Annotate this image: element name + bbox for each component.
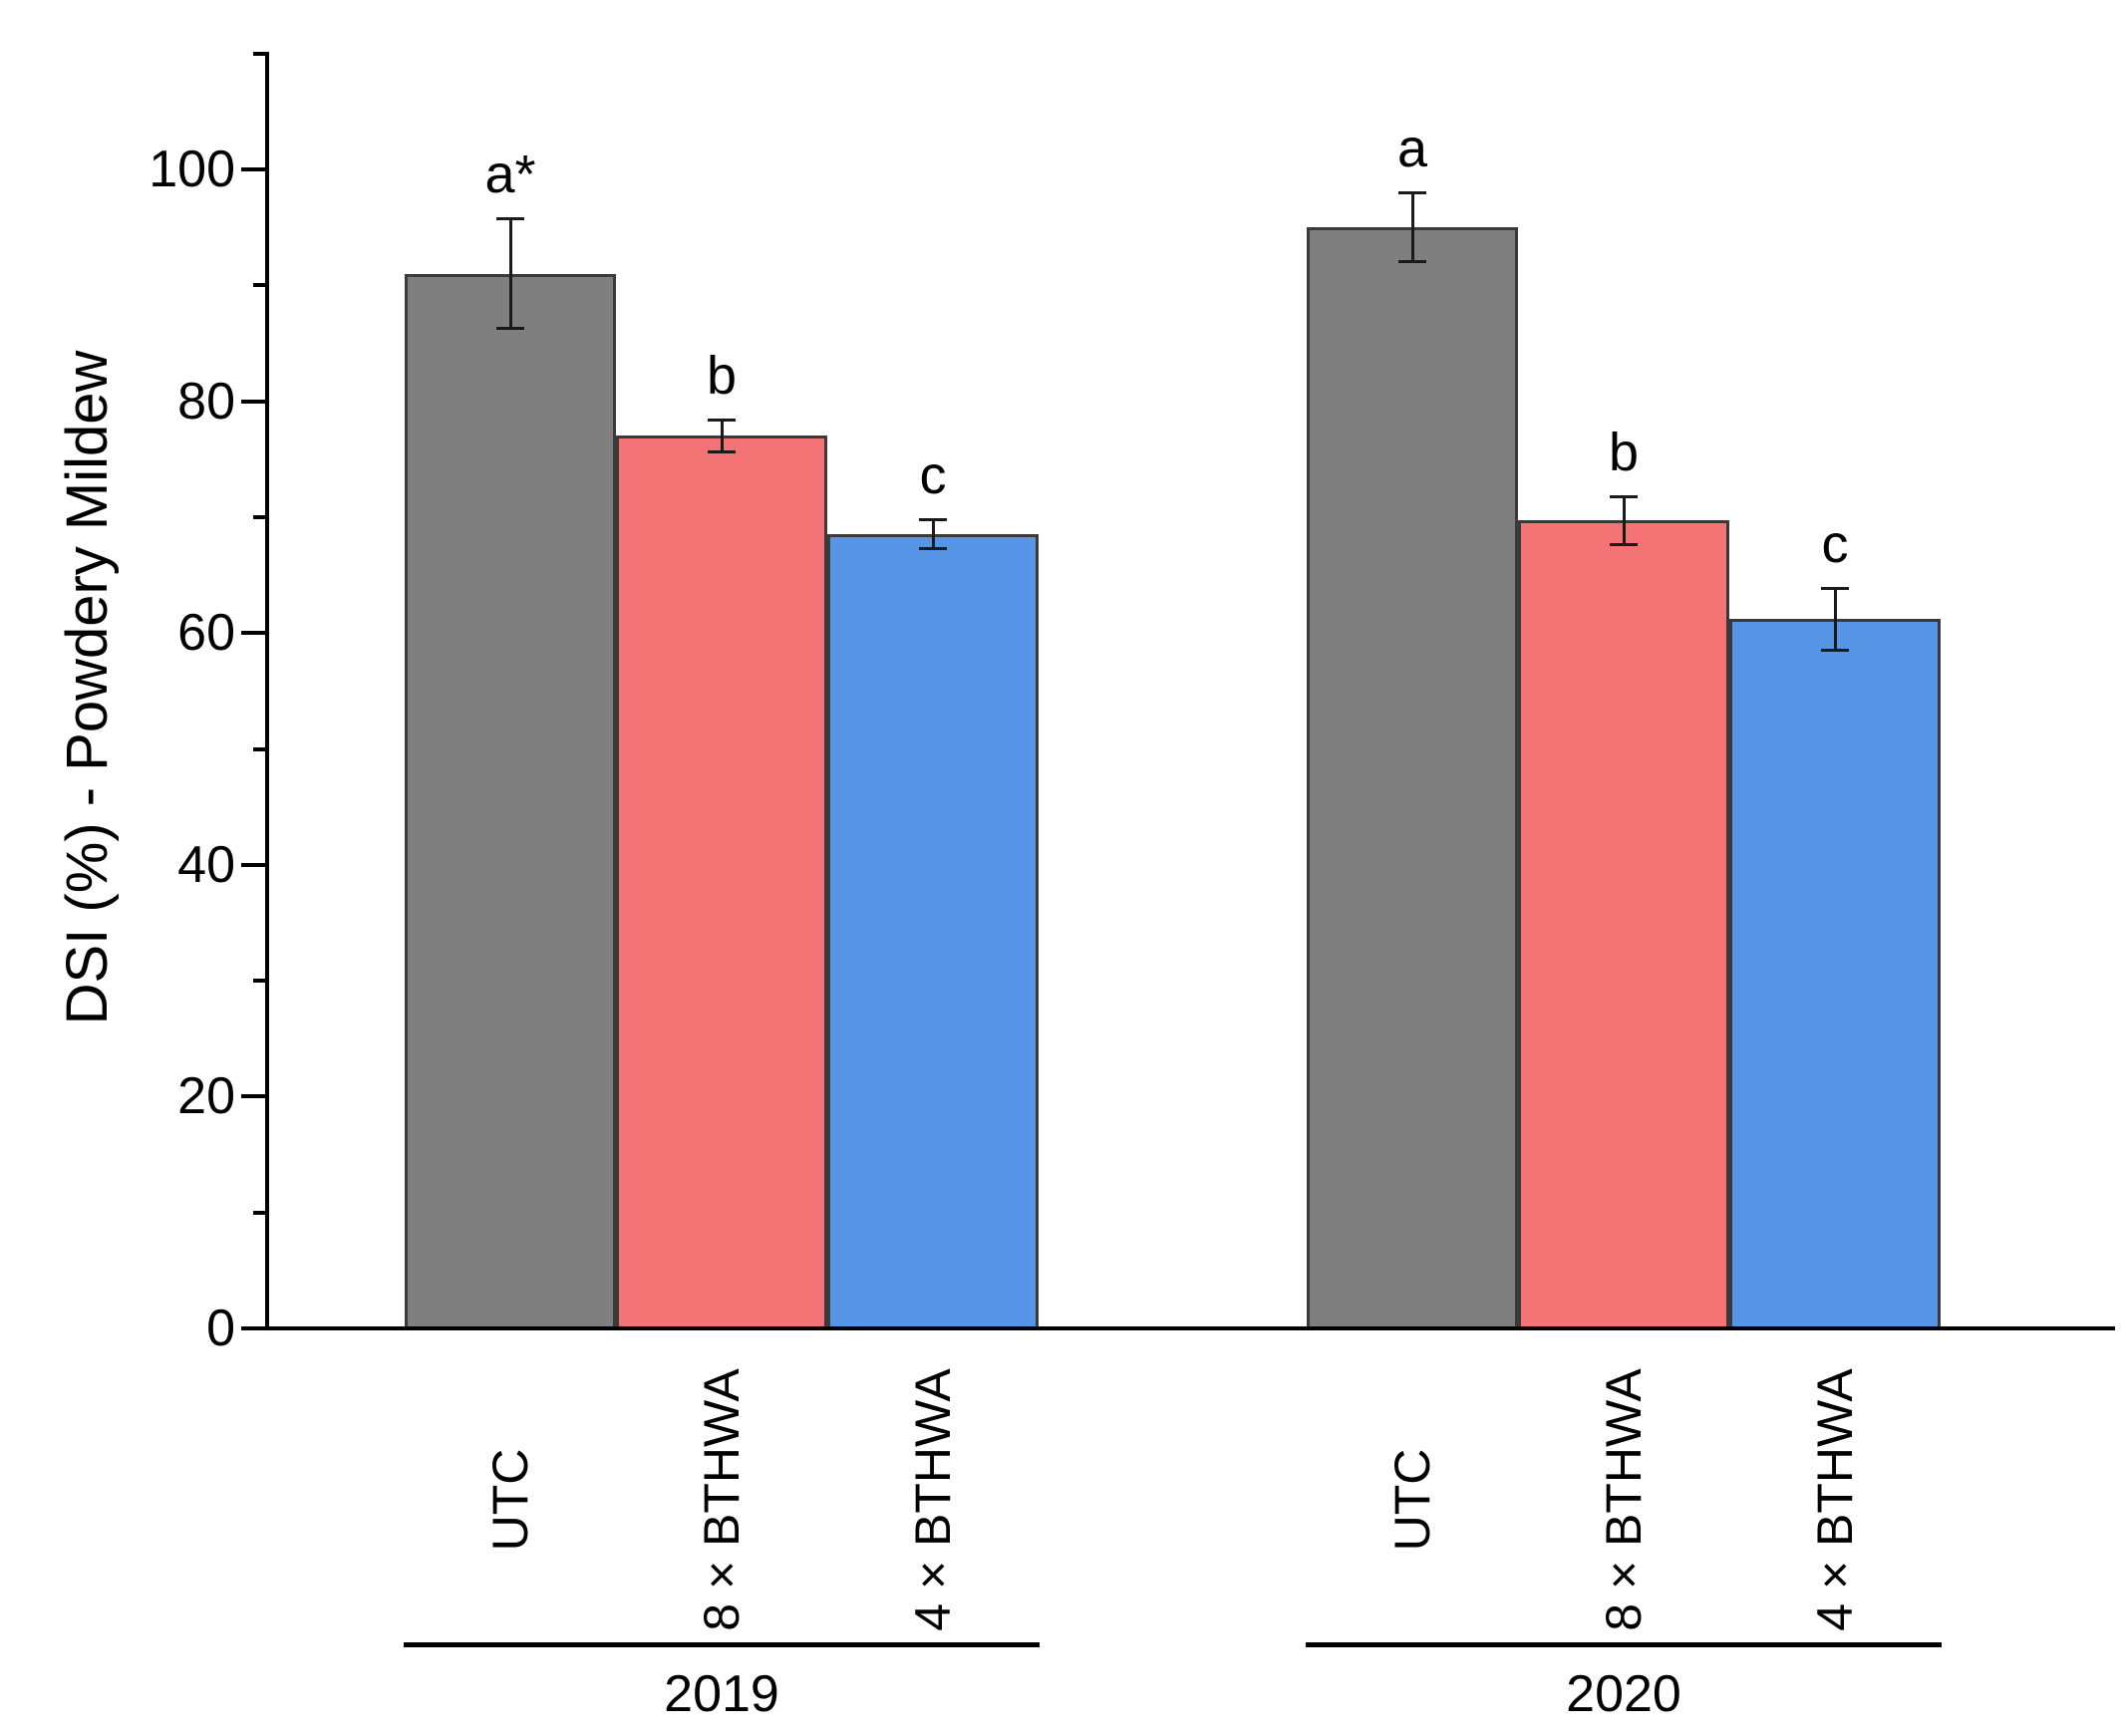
- bar-2020-4 × BTHWA: [1729, 619, 1941, 1330]
- bar-2020-UTC: [1307, 227, 1518, 1330]
- y-axis-line: [265, 52, 269, 1330]
- error-bar-line: [1410, 192, 1414, 263]
- y-axis-tick-label: 0: [206, 1300, 235, 1357]
- bar-2019-4 × BTHWA: [827, 534, 1039, 1330]
- error-bar-cap-top: [1610, 494, 1638, 498]
- error-bar-line: [1622, 495, 1626, 545]
- group-line-2020: [1306, 1642, 1942, 1647]
- error-bar-cap-bottom: [1398, 260, 1426, 264]
- error-bar-cap-bottom: [496, 327, 524, 331]
- y-axis-tick-label: 100: [149, 141, 235, 198]
- y-axis-minor-tick: [253, 746, 269, 751]
- error-bar-line: [931, 519, 935, 550]
- significance-letter: c: [919, 445, 947, 506]
- group-line-2019: [404, 1642, 1040, 1647]
- y-axis-tick-label: 80: [177, 372, 235, 431]
- error-bar-cap-top: [496, 216, 524, 220]
- error-bar-cap-bottom: [708, 449, 736, 453]
- y-axis-major-tick: [241, 862, 269, 867]
- error-bar-line: [720, 420, 724, 452]
- y-axis-tick-label: 60: [177, 604, 235, 663]
- y-axis-minor-tick: [253, 51, 269, 56]
- y-axis-major-tick: [241, 1326, 269, 1330]
- y-axis-minor-tick: [253, 1210, 269, 1215]
- y-axis-minor-tick: [253, 514, 269, 519]
- y-axis-major-tick: [241, 399, 269, 404]
- error-bar-cap-top: [1821, 586, 1849, 590]
- y-axis-minor-tick: [253, 283, 269, 288]
- group-year-label: 2020: [1566, 1665, 1681, 1723]
- y-axis-major-tick: [241, 167, 269, 171]
- significance-letter: c: [1821, 513, 1849, 574]
- y-axis-major-tick: [241, 1094, 269, 1099]
- y-axis-tick-label: 40: [177, 835, 235, 894]
- x-axis-line: [265, 1326, 2115, 1330]
- significance-letter: a*: [484, 144, 536, 204]
- error-bar-cap-bottom: [1610, 542, 1638, 546]
- significance-letter: b: [1608, 422, 1640, 482]
- error-bar-cap-bottom: [1821, 648, 1849, 652]
- error-bar-cap-bottom: [919, 547, 947, 551]
- bar-2019-UTC: [405, 273, 616, 1330]
- y-axis-tick-label: 20: [177, 1067, 235, 1126]
- bar-2019-8 × BTHWA: [616, 435, 827, 1330]
- error-bar-line: [508, 217, 512, 330]
- error-bar-cap-top: [1398, 191, 1426, 195]
- significance-letter: a: [1396, 119, 1428, 179]
- error-bar-line: [1833, 587, 1837, 651]
- significance-letter: b: [706, 346, 738, 407]
- y-axis-major-tick: [241, 631, 269, 636]
- bar-2020-8 × BTHWA: [1518, 520, 1729, 1330]
- error-bar-cap-top: [919, 518, 947, 522]
- y-axis-minor-tick: [253, 979, 269, 984]
- error-bar-cap-top: [708, 419, 736, 423]
- group-year-label: 2019: [664, 1665, 779, 1723]
